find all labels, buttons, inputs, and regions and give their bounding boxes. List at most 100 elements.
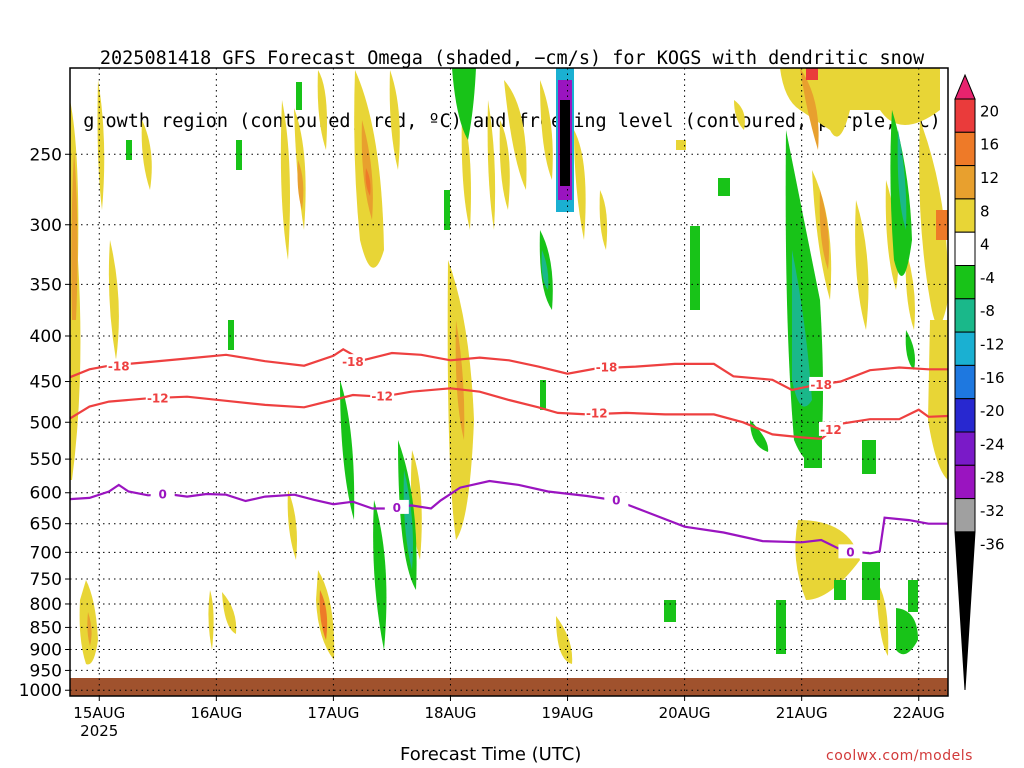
omega-shading-patch (862, 440, 876, 474)
colorbar-cap-bottom (954, 531, 976, 691)
y-tick-label: 400 (30, 327, 62, 347)
omega-shading-patch (389, 70, 400, 170)
contour-label-bg (370, 388, 395, 403)
omega-shading-patch (734, 100, 745, 130)
contour-label: -12 (586, 407, 608, 421)
omega-shading-patch (800, 68, 819, 150)
omega-shading-patch (444, 190, 450, 230)
omega-shading-patch (862, 562, 880, 600)
omega-shading (70, 68, 949, 665)
y-tick-label: 750 (30, 570, 62, 590)
omega-shading-patch (228, 320, 234, 350)
omega-shading-patch (819, 190, 829, 270)
colorbar-segment (954, 464, 976, 500)
colorbar-label: 4 (980, 236, 990, 254)
omega-shading-patch (236, 140, 242, 170)
y-tick-label: 350 (30, 275, 62, 295)
omega-shading-patch (365, 168, 371, 196)
colorbar-cap-top (954, 73, 976, 100)
contour-label: 0 (393, 501, 401, 515)
contour-label-bg (818, 421, 843, 436)
colorbar-label: 12 (980, 169, 999, 187)
omega-shading-patch (141, 120, 152, 190)
x-tick-label: 22AUG (893, 704, 945, 722)
omega-shading-patch (792, 250, 812, 407)
y-tick-label: 250 (30, 145, 62, 165)
colorbar-label: -20 (980, 402, 1005, 420)
omega-shading-patch (936, 210, 948, 240)
omega-shading-patch (208, 590, 214, 650)
ground-layer (70, 678, 948, 696)
omega-shading-patch (905, 330, 915, 370)
omega-shading-patch (411, 450, 422, 560)
colorbar-label: 16 (980, 136, 999, 154)
contour-label: -12 (371, 390, 393, 404)
omega-shading-patch (97, 80, 105, 210)
omega-shading-patch (296, 82, 302, 110)
colorbar: 20 16 12 8 4 -4 -8 -12 -16 -20 -24 -28 -32 -36 (954, 73, 1005, 691)
omega-shading-patch (599, 190, 608, 250)
contour-label: -18 (596, 361, 618, 375)
colorbar-segment (954, 398, 976, 433)
omega-shading-patch (455, 320, 465, 440)
y-tick-label: 550 (30, 450, 62, 470)
contour-lines: -18 -18 -18 -18 -12 -12 -12 -12 0 0 0 0 (69, 348, 949, 559)
contour-label-bg (594, 359, 619, 374)
omega-shading-patch (806, 68, 818, 80)
omega-shading-patch (718, 178, 730, 196)
y-axis: 250 300 350 400 450 500 550 600 650 700 750 800 850 9… (19, 145, 70, 701)
omega-shading-patch (280, 100, 290, 260)
omega-shading-patch (896, 608, 918, 655)
omega-shading-patch (556, 616, 573, 664)
omega-shading-patch (919, 120, 949, 325)
contour-label: 0 (158, 488, 166, 502)
contour-label-bg (809, 376, 834, 391)
contour-label: -18 (342, 355, 364, 369)
omega-shading-patch (560, 100, 570, 186)
colorbar-label: -36 (980, 535, 1005, 553)
source-credit: coolwx.com/models (826, 748, 973, 764)
y-tick-label: 450 (30, 373, 62, 393)
colorbar-label: -32 (980, 502, 1005, 520)
omega-shading-patch (504, 80, 527, 190)
colorbar-label: 8 (980, 202, 990, 220)
omega-shading-patch (541, 250, 549, 290)
contour-label-bg (150, 486, 175, 501)
grid-lines (70, 68, 948, 696)
y-tick-label: 650 (30, 515, 62, 535)
omega-shading-patch (403, 470, 413, 570)
colorbar-label: -8 (980, 302, 995, 320)
omega-shading-patch (452, 68, 476, 140)
omega-shading-patch (750, 420, 769, 452)
contour-label: -18 (810, 378, 832, 392)
colorbar-label: -16 (980, 369, 1005, 387)
chart-title-line-2: growth region (contoured, red, ºC) and f… (83, 111, 941, 132)
x-tick-label: 17AUG (307, 704, 359, 722)
y-tick-label: 800 (30, 595, 62, 615)
x-tick-label: 19AUG (542, 704, 594, 722)
omega-shading-patch (690, 226, 700, 310)
y-tick-label: 850 (30, 618, 62, 638)
omega-shading-patch (785, 130, 823, 463)
colorbar-segment (954, 431, 976, 466)
omega-shading-patch (71, 150, 78, 320)
colorbar-label: 20 (980, 102, 999, 120)
colorbar-label: -12 (980, 336, 1005, 354)
y-tick-label: 600 (30, 484, 62, 504)
omega-shading-patch (108, 240, 119, 360)
colorbar-segment (954, 265, 976, 300)
colorbar-segment (954, 331, 976, 366)
omega-shading-patch (222, 592, 237, 634)
x-tick-label: 20AUG (659, 704, 711, 722)
colorbar-segment (954, 364, 976, 400)
contour-line (69, 348, 948, 392)
omega-shading-patch (540, 380, 546, 410)
contour-label-bg (604, 492, 629, 507)
y-tick-label: 1000 (19, 681, 62, 701)
omega-shading-patch (499, 120, 510, 210)
omega-shading-patch (319, 590, 328, 640)
omega-shading-patch (373, 500, 387, 650)
contour-label: 0 (846, 545, 854, 559)
omega-shading-patch (487, 100, 496, 230)
